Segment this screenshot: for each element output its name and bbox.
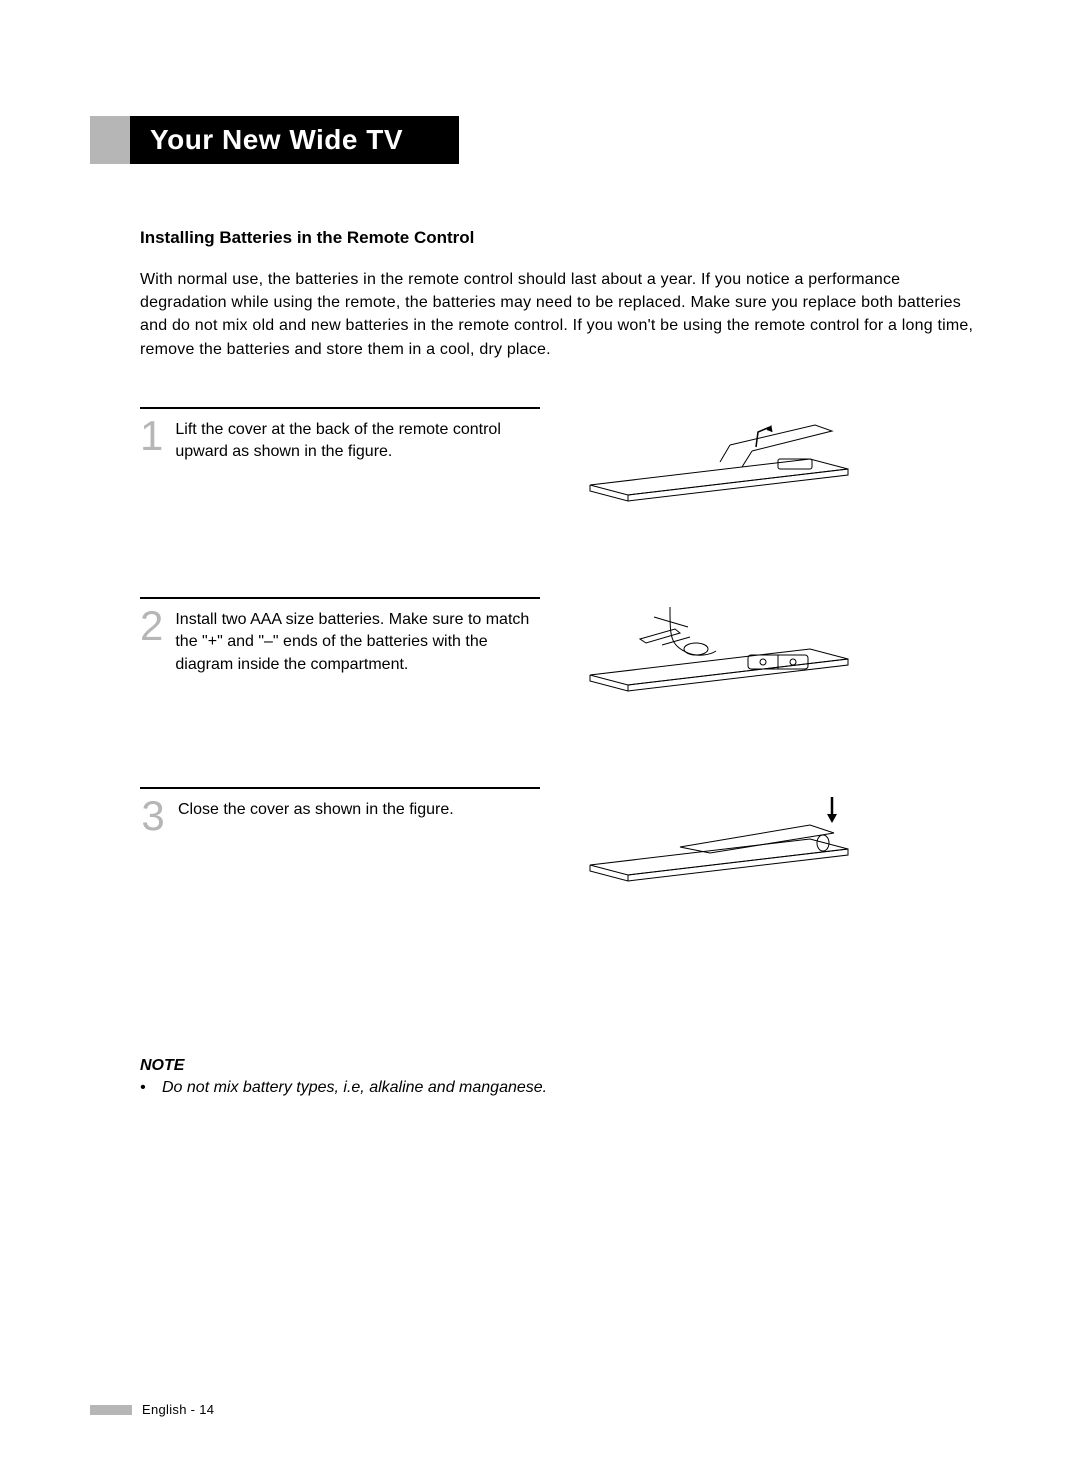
section-heading: Installing Batteries in the Remote Contr… xyxy=(140,228,990,248)
step-divider xyxy=(140,787,540,789)
page-title: Your New Wide TV xyxy=(130,116,459,164)
step-left: 3 Close the cover as shown in the figure… xyxy=(140,787,540,835)
step-text: Lift the cover at the back of the remote… xyxy=(175,417,540,464)
step-body: 1 Lift the cover at the back of the remo… xyxy=(140,417,540,464)
note-block: NOTE • Do not mix battery types, i.e, al… xyxy=(140,1057,990,1097)
step-text: Close the cover as shown in the figure. xyxy=(178,797,454,821)
step-left: 2 Install two AAA size batteries. Make s… xyxy=(140,597,540,676)
step-divider xyxy=(140,407,540,409)
step-row: 1 Lift the cover at the back of the remo… xyxy=(140,407,990,507)
note-text: Do not mix battery types, i.e, alkaline … xyxy=(162,1079,547,1097)
step-left: 1 Lift the cover at the back of the remo… xyxy=(140,407,540,464)
footer-accent-bar xyxy=(90,1405,132,1415)
note-item: • Do not mix battery types, i.e, alkalin… xyxy=(140,1079,990,1097)
step-body: 2 Install two AAA size batteries. Make s… xyxy=(140,607,540,676)
step-body: 3 Close the cover as shown in the figure… xyxy=(140,797,540,835)
figure-remote-cover-lift xyxy=(580,407,880,507)
footer-text: English - 14 xyxy=(142,1402,214,1417)
page-footer: English - 14 xyxy=(90,1402,214,1417)
title-accent-block xyxy=(90,116,130,164)
note-label: NOTE xyxy=(140,1057,990,1075)
bullet-icon: • xyxy=(140,1079,154,1097)
step-text: Install two AAA size batteries. Make sur… xyxy=(175,607,540,676)
figure-remote-cover-close xyxy=(580,787,880,887)
step-divider xyxy=(140,597,540,599)
title-bar: Your New Wide TV xyxy=(90,116,990,164)
page: Your New Wide TV Installing Batteries in… xyxy=(0,0,1080,1473)
figure-remote-insert-batteries xyxy=(580,597,880,697)
step-row: 3 Close the cover as shown in the figure… xyxy=(140,787,990,887)
step-number: 1 xyxy=(140,417,163,455)
step-number: 2 xyxy=(140,607,163,645)
intro-paragraph: With normal use, the batteries in the re… xyxy=(140,268,990,361)
step-row: 2 Install two AAA size batteries. Make s… xyxy=(140,597,990,697)
step-number: 3 xyxy=(140,797,166,835)
